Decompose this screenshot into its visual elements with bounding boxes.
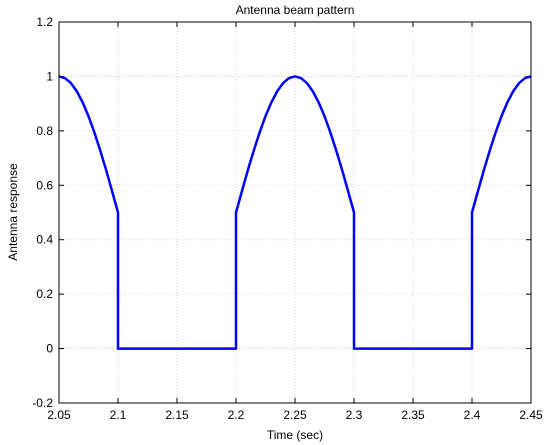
y-tick-label: -0.2 xyxy=(32,396,53,410)
y-tick-label: 0 xyxy=(46,342,53,356)
x-tick-label: 2.4 xyxy=(464,408,481,422)
chart-title: Antenna beam pattern xyxy=(236,3,355,17)
x-tick-label: 2.35 xyxy=(401,408,425,422)
x-tick-labels: 2.05 2.1 2.15 2.2 2.25 2.3 2.35 2.4 2.45 xyxy=(47,408,543,422)
y-tick-label: 0.4 xyxy=(36,233,53,247)
x-tick-label: 2.3 xyxy=(346,408,363,422)
y-tick-label: 0.6 xyxy=(36,178,53,192)
plot-frame xyxy=(58,21,532,404)
y-tick-label: 0.2 xyxy=(36,287,53,301)
y-tick-label: 1.2 xyxy=(36,15,53,29)
y-axis-label: Antenna response xyxy=(6,163,20,261)
x-tick-label: 2.25 xyxy=(283,408,307,422)
y-tick-labels: -0.2 0 0.2 0.4 0.6 0.8 1 1.2 xyxy=(32,15,53,410)
x-tick-label: 2.45 xyxy=(519,408,543,422)
x-tick-label: 2.2 xyxy=(228,408,245,422)
x-tick-label: 2.15 xyxy=(165,408,189,422)
grid-lines xyxy=(59,22,531,403)
y-tick-label: 1 xyxy=(46,69,53,83)
x-axis-label: Time (sec) xyxy=(267,428,323,442)
y-tick-label: 0.8 xyxy=(36,124,53,138)
series-layer xyxy=(58,75,532,350)
x-tick-label: 2.1 xyxy=(110,408,127,422)
series-line xyxy=(58,75,532,350)
x-tick-label: 2.05 xyxy=(47,408,71,422)
